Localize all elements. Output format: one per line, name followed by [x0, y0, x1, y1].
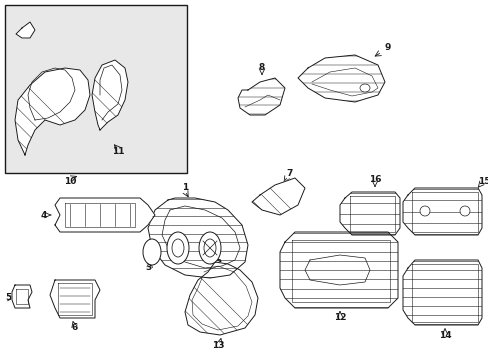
Polygon shape — [148, 198, 247, 278]
Polygon shape — [15, 68, 90, 155]
Polygon shape — [402, 188, 481, 235]
Ellipse shape — [459, 206, 469, 216]
Ellipse shape — [359, 84, 369, 92]
Text: 6: 6 — [72, 324, 78, 333]
Text: 12: 12 — [333, 314, 346, 323]
Text: 13: 13 — [211, 341, 224, 350]
Text: 15: 15 — [477, 177, 488, 186]
Polygon shape — [280, 232, 397, 308]
Polygon shape — [339, 192, 399, 235]
Text: 11: 11 — [112, 148, 124, 157]
Ellipse shape — [167, 232, 189, 264]
Text: 2: 2 — [214, 260, 221, 269]
Polygon shape — [251, 178, 305, 215]
Ellipse shape — [203, 239, 216, 257]
Text: 4: 4 — [41, 211, 47, 220]
Polygon shape — [12, 285, 32, 308]
Text: 1: 1 — [182, 184, 188, 193]
Polygon shape — [184, 262, 258, 335]
Text: 8: 8 — [258, 63, 264, 72]
Text: 10: 10 — [63, 177, 76, 186]
Polygon shape — [55, 198, 155, 232]
Polygon shape — [50, 280, 100, 318]
Text: 7: 7 — [286, 168, 293, 177]
Ellipse shape — [199, 232, 221, 264]
Polygon shape — [402, 260, 481, 325]
Ellipse shape — [142, 239, 161, 265]
Text: 9: 9 — [384, 44, 390, 53]
Polygon shape — [297, 55, 384, 102]
Text: 16: 16 — [368, 175, 381, 184]
Ellipse shape — [419, 206, 429, 216]
Polygon shape — [238, 78, 285, 115]
Text: 3: 3 — [144, 264, 151, 273]
Polygon shape — [92, 60, 128, 130]
Ellipse shape — [172, 239, 183, 257]
Polygon shape — [16, 22, 35, 38]
Text: 14: 14 — [438, 332, 450, 341]
Text: 5: 5 — [5, 293, 11, 302]
Bar — [5, 5, 186, 173]
